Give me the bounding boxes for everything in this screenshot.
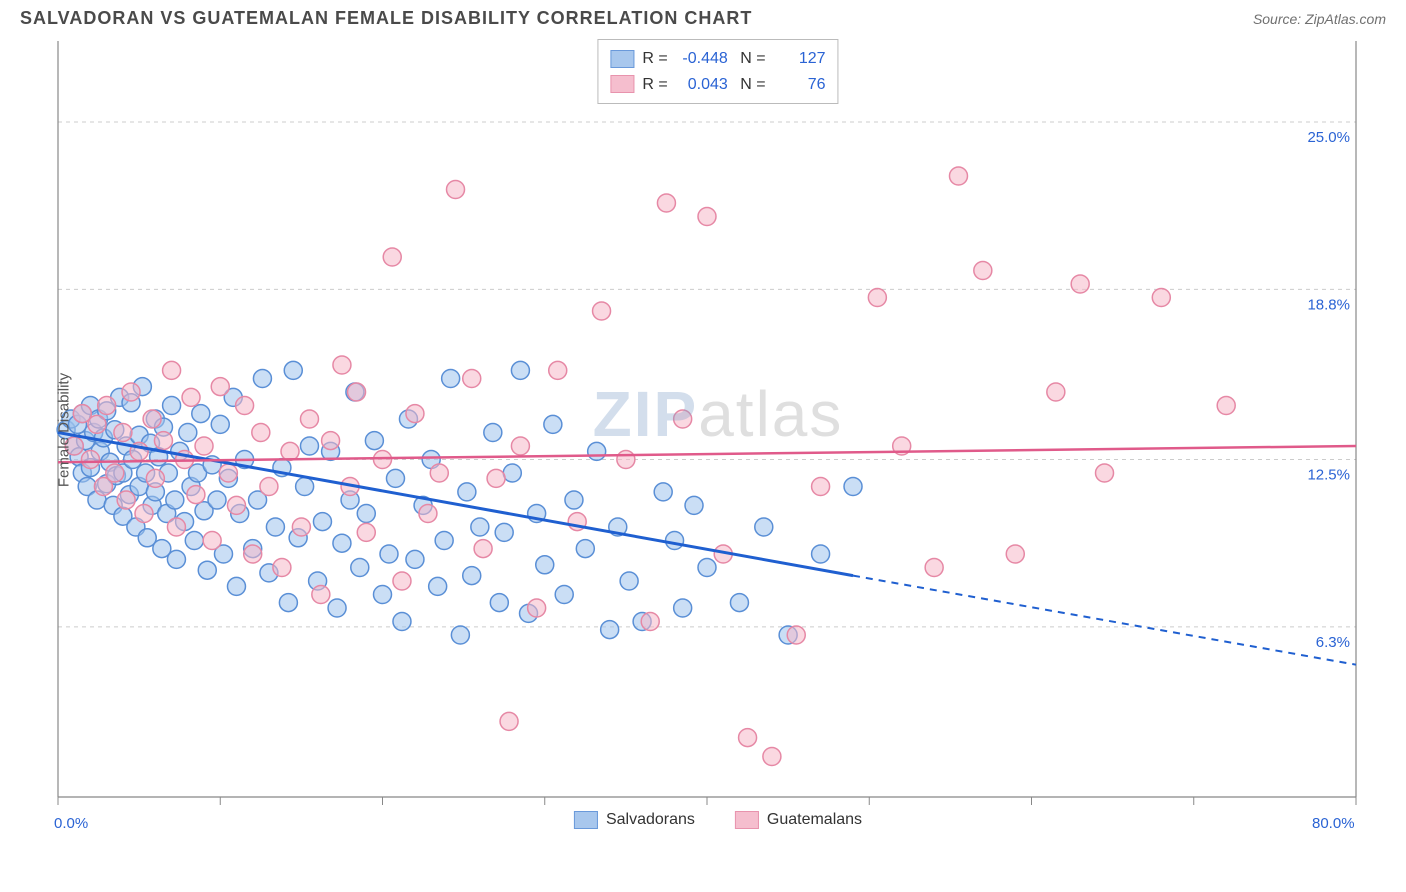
chart-header: SALVADORAN VS GUATEMALAN FEMALE DISABILI… [0, 0, 1406, 33]
legend-item-guatemalans: Guatemalans [735, 811, 862, 829]
r-label: R = [642, 46, 667, 72]
stats-legend: R = -0.448 N = 127 R = 0.043 N = 76 [597, 39, 838, 104]
swatch-salvadorans [610, 50, 634, 68]
legend-item-salvadorans: Salvadorans [574, 811, 695, 829]
n-label: N = [736, 72, 766, 98]
swatch-icon [735, 811, 759, 829]
svg-text:25.0%: 25.0% [1307, 129, 1350, 146]
chart-title: SALVADORAN VS GUATEMALAN FEMALE DISABILI… [20, 8, 752, 29]
x-axis-max-label: 80.0% [1312, 815, 1355, 832]
legend-label-guatemalans: Guatemalans [767, 811, 862, 829]
y-axis-label: Female Disability [56, 372, 73, 486]
svg-text:18.8%: 18.8% [1307, 296, 1350, 313]
chart-area: Female Disability R = -0.448 N = 127 R =… [50, 37, 1386, 822]
n-value-salvadorans: 127 [774, 46, 826, 72]
swatch-guatemalans [610, 75, 634, 93]
svg-text:6.3%: 6.3% [1316, 634, 1350, 651]
svg-text:12.5%: 12.5% [1307, 467, 1350, 484]
swatch-icon [574, 811, 598, 829]
series-legend: Salvadorans Guatemalans [574, 811, 862, 829]
r-value-salvadorans: -0.448 [676, 46, 728, 72]
n-label: N = [736, 46, 766, 72]
stats-row-salvadorans: R = -0.448 N = 127 [610, 46, 825, 72]
r-value-guatemalans: 0.043 [676, 72, 728, 98]
chart-source: Source: ZipAtlas.com [1253, 11, 1386, 27]
stats-row-guatemalans: R = 0.043 N = 76 [610, 72, 825, 98]
legend-label-salvadorans: Salvadorans [606, 811, 695, 829]
r-label: R = [642, 72, 667, 98]
scatter-plot: 6.3% 12.5% 18.8% 25.0% [50, 37, 1370, 817]
n-value-guatemalans: 76 [774, 72, 826, 98]
x-axis-min-label: 0.0% [54, 815, 88, 832]
